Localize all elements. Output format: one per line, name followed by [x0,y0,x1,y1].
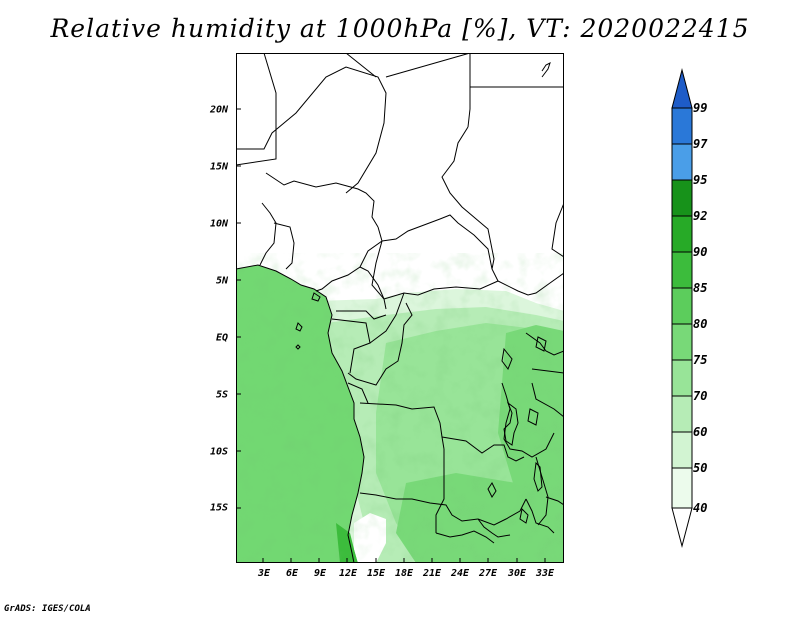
colorbar-segment [671,431,693,469]
lat-label: 10S [209,446,228,458]
colorbar-label: 92 [693,209,708,223]
map-title: Relative humidity at 1000hPa [%], VT: 20… [50,14,750,43]
map-border [236,53,564,563]
colorbar-label: 90 [693,245,708,259]
lat-label: 5S [215,389,228,401]
lat-label: 15N [209,161,228,173]
colorbar-segment [671,287,693,325]
colorbar-label: 97 [693,137,708,151]
country-borders [236,53,564,563]
colorbar-segment [671,107,693,145]
colorbar-label: 95 [693,173,708,187]
lat-label: EQ [215,332,228,344]
lon-label: 9E [313,568,327,579]
lat-label: 20N [209,104,228,116]
lat-label: 15S [209,502,228,514]
lat-label: 10N [209,218,228,230]
lon-label: 21E [422,568,442,579]
colorbar-label: 50 [693,461,708,475]
lon-label: 33E [535,568,555,579]
colorbar-label: 60 [693,425,708,439]
lon-label: 27E [478,568,498,579]
lon-label: 18E [394,568,414,579]
colorbar-label: 85 [693,281,708,295]
colorbar-segment [671,215,693,253]
map-panel [236,53,564,563]
lon-label: 15E [366,568,386,579]
lon-label: 24E [450,568,470,579]
colorbar-segment [671,323,693,361]
colorbar [671,68,693,548]
lat-label: 5N [215,275,228,287]
colorbar-bottom-arrow [671,507,693,548]
lon-label: 3E [257,568,271,579]
colorbar-label: 99 [693,101,708,115]
colorbar-segment [671,251,693,289]
lon-label: 12E [338,568,358,579]
colorbar-label: 75 [693,353,708,367]
colorbar-top-arrow [671,68,693,109]
colorbar-segment [671,179,693,217]
colorbar-segment [671,143,693,181]
colorbar-label: 40 [693,501,708,515]
colorbar-segment [671,395,693,433]
lon-label: 6E [285,568,299,579]
humidity-map [236,53,564,563]
lon-label: 30E [507,568,527,579]
colorbar-label: 70 [693,389,708,403]
credit-text: GrADS: IGES/COLA [4,604,91,614]
colorbar-segment [671,467,693,509]
colorbar-label: 80 [693,317,708,331]
colorbar-segment [671,359,693,397]
